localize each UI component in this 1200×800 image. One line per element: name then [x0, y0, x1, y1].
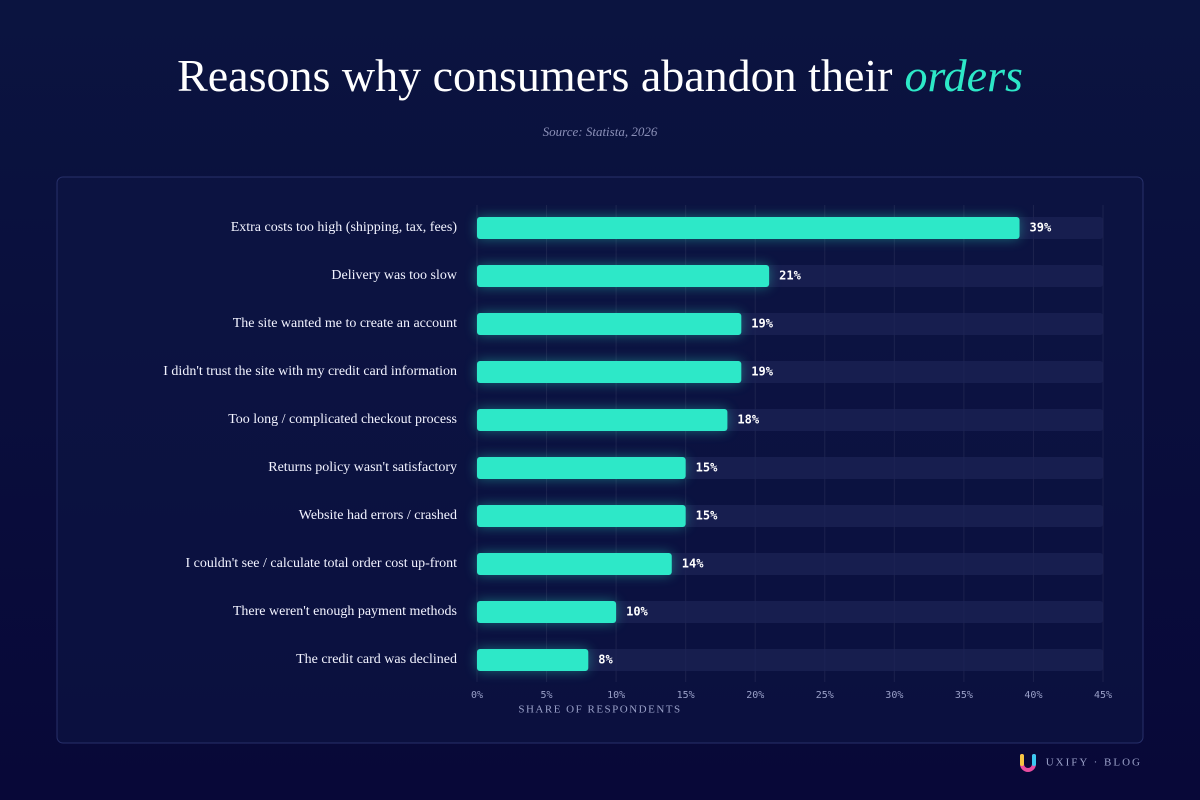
value-label: 19%: [751, 365, 773, 379]
x-tick-label: 30%: [885, 690, 903, 701]
logo: [1020, 754, 1036, 772]
bar: [477, 265, 770, 287]
title-text: Reasons why consumers abandon their: [177, 50, 892, 101]
category-label: Delivery was too slow: [331, 268, 457, 283]
value-label: 15%: [696, 461, 718, 475]
brand: UXIFY · BLOG: [1046, 757, 1142, 769]
category-label: There weren't enough payment methods: [233, 604, 457, 619]
category-label: I didn't trust the site with my credit c…: [163, 364, 457, 379]
value-label: 39%: [1030, 221, 1052, 235]
category-label: Website had errors / crashed: [299, 508, 457, 523]
category-label: I couldn't see / calculate total order c…: [185, 556, 457, 571]
title-highlight: orders: [904, 50, 1022, 101]
x-axis-label: SHARE OF RESPONDENTS: [518, 704, 681, 716]
category-label: Returns policy wasn't satisfactory: [268, 460, 457, 475]
value-label: 19%: [751, 317, 773, 331]
value-label: 18%: [737, 413, 759, 427]
x-tick-label: 15%: [677, 690, 695, 701]
x-tick-label: 5%: [541, 690, 553, 701]
bar-track: [477, 649, 1103, 671]
value-label: 10%: [626, 605, 648, 619]
value-label: 8%: [598, 653, 613, 667]
x-tick-label: 40%: [1024, 690, 1042, 701]
bar: [477, 313, 742, 335]
x-tick-label: 0%: [471, 690, 483, 701]
bar: [477, 649, 589, 671]
bar: [477, 505, 686, 527]
chart-title: Reasons why consumers abandon their order…: [177, 50, 1023, 101]
x-tick-label: 10%: [607, 690, 625, 701]
x-tick-label: 45%: [1094, 690, 1112, 701]
value-label: 14%: [682, 557, 704, 571]
value-label: 15%: [696, 509, 718, 523]
subtitle: Source: Statista, 2026: [543, 124, 658, 139]
category-label: Too long / complicated checkout process: [228, 412, 457, 427]
bar-track: [477, 601, 1103, 623]
bar: [477, 217, 1020, 239]
x-tick-label: 20%: [746, 690, 764, 701]
x-tick-label: 35%: [955, 690, 973, 701]
category-label: The credit card was declined: [296, 652, 457, 667]
category-label: Extra costs too high (shipping, tax, fee…: [231, 220, 458, 235]
x-tick-label: 25%: [816, 690, 834, 701]
bar: [477, 553, 672, 575]
category-label: The site wanted me to create an account: [233, 316, 457, 331]
value-label: 21%: [779, 269, 801, 283]
bar: [477, 361, 742, 383]
bar: [477, 409, 728, 431]
bar: [477, 601, 617, 623]
bar: [477, 457, 686, 479]
